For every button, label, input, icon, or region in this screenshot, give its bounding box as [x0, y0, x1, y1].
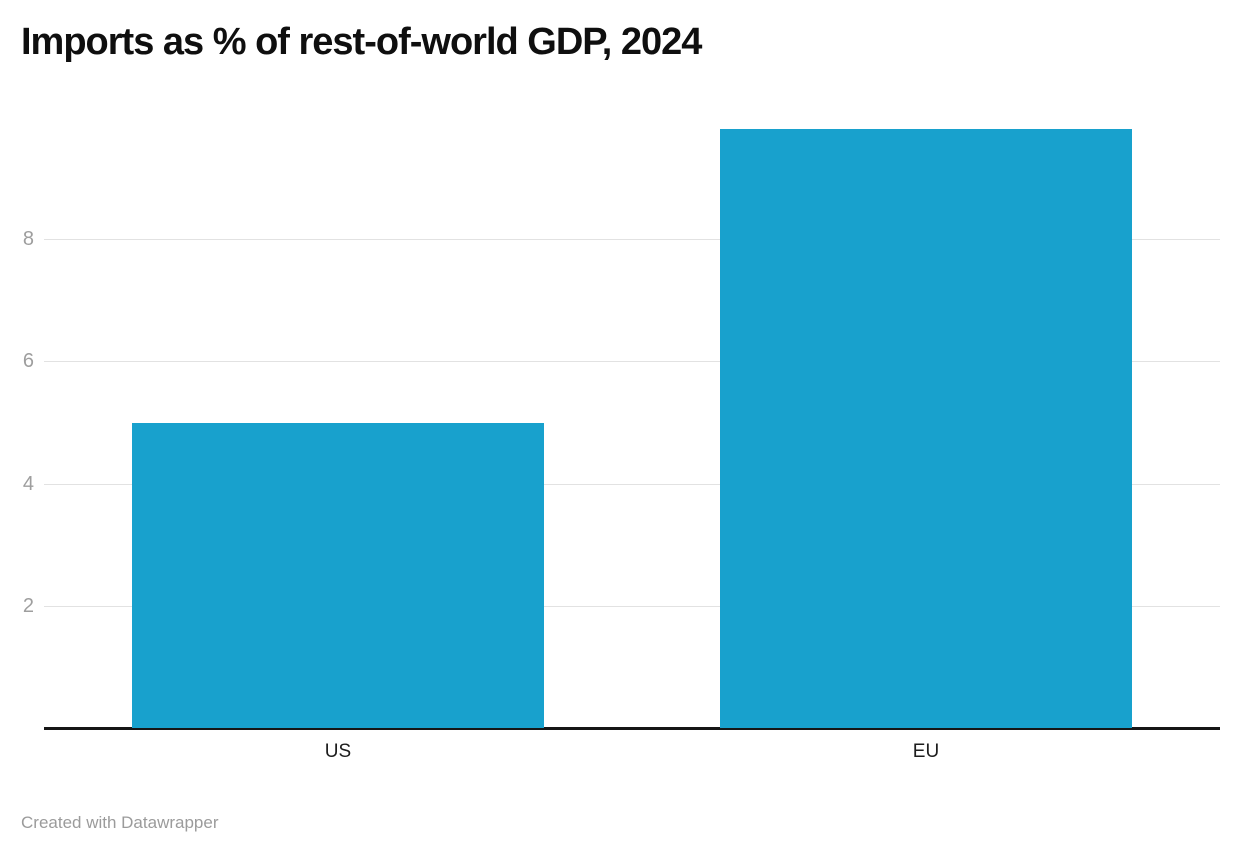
x-axis-labels: US EU: [44, 739, 1220, 767]
bar-us[interactable]: [132, 422, 544, 728]
gridline-6: [44, 361, 1220, 363]
x-axis-label-eu: EU: [912, 741, 940, 762]
gridline-2: [44, 605, 1220, 607]
y-tick-label-6: 6: [22, 350, 34, 373]
gridline-4: [44, 483, 1220, 485]
y-tick-label-8: 8: [22, 228, 34, 251]
bar-eu[interactable]: [720, 129, 1132, 728]
attribution-text: Created with Datawrapper: [21, 813, 219, 832]
x-axis-label-us: US: [324, 741, 352, 762]
plot-area: 2 4 6 8: [23, 117, 1220, 730]
chart-title: Imports as % of rest-of-world GDP, 2024: [21, 21, 702, 63]
y-tick-label-2: 2: [22, 594, 34, 617]
x-axis-line: [44, 727, 1220, 730]
y-tick-label-4: 4: [22, 472, 34, 495]
gridline-8: [44, 239, 1220, 241]
